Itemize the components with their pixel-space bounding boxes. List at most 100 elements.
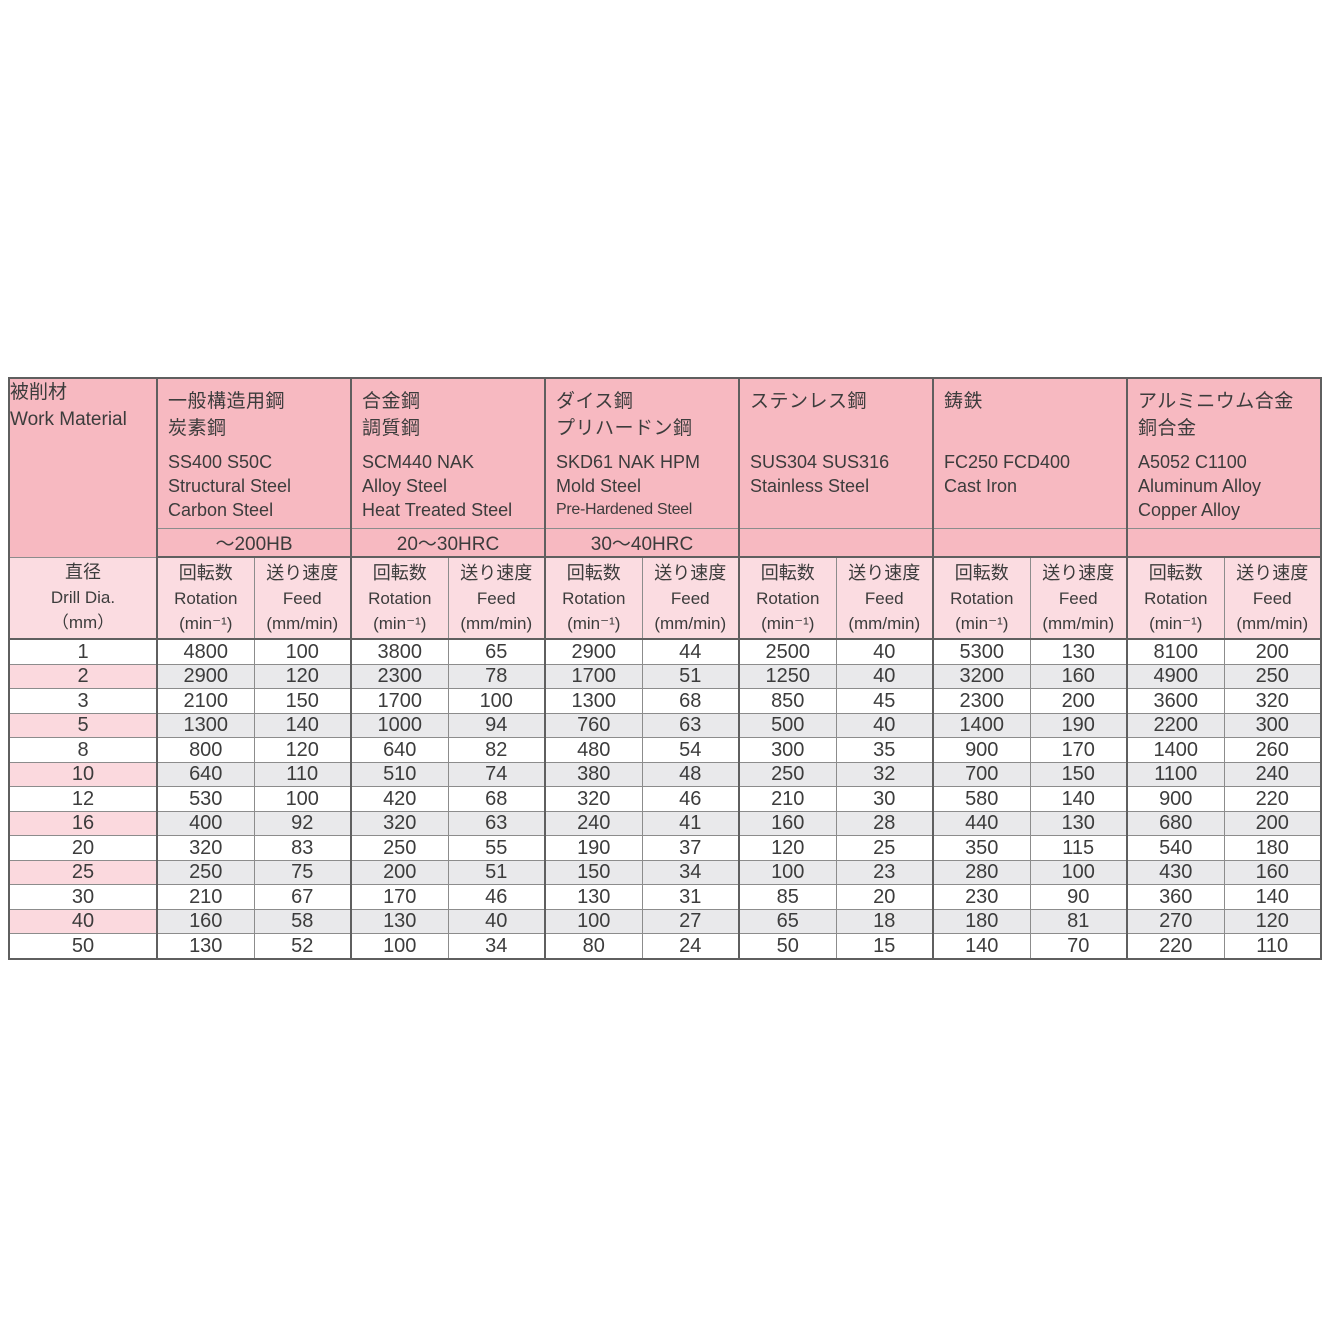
work-material-header: 被削材 Work Material (8, 377, 158, 558)
table-row: 25 250 75 200 51 150 34 100 23 280 100 430 160 (8, 859, 1322, 885)
feed-header-jp: 送り速度 (1042, 562, 1115, 583)
value-cell: 180 (932, 908, 1031, 934)
rotation-header-en: Rotation (756, 588, 820, 608)
value-cell: 100 (350, 933, 449, 959)
value-cell: 2300 (350, 663, 449, 689)
value-cell: 32 (835, 761, 934, 787)
material-name-jp-line: 鋳鉄 (944, 391, 984, 412)
value-cell: 140 (932, 933, 1031, 959)
value-cell: 1000 (350, 712, 449, 738)
value-cell: 190 (1029, 712, 1128, 738)
feed-header-en: Feed (1252, 588, 1292, 608)
value-cell: 78 (447, 663, 546, 689)
hardness-cell (1126, 528, 1322, 558)
hardness-cell: 20～30HRC (350, 528, 546, 558)
table-row: 40 160 58 130 40 100 27 65 18 180 81 270 120 (8, 908, 1322, 934)
rotation-header-jp: 回転数 (566, 562, 621, 583)
value-cell: 75 (253, 859, 352, 885)
value-cell: 250 (1223, 663, 1322, 689)
value-cell: 65 (447, 638, 546, 665)
value-cell: 250 (156, 859, 255, 885)
drill-dia-cell: 10 (8, 761, 158, 787)
material-spec: SKD61 NAK HPM Mold Steel Pre-Hardened Stee… (556, 450, 734, 522)
hardness-row: ～200HB 20～30HRC 30～40HRC (9, 528, 1322, 558)
value-cell: 260 (1223, 737, 1322, 763)
table-row: 50 130 52 100 34 80 24 50 15 140 70 220 110 (8, 933, 1322, 959)
value-cell: 510 (350, 761, 449, 787)
value-cell: 3600 (1126, 688, 1225, 714)
value-cell: 150 (253, 688, 352, 714)
value-cell: 100 (253, 786, 352, 812)
value-cell: 130 (544, 884, 643, 910)
value-cell: 640 (156, 761, 255, 787)
material-header: 合金鋼 調質鋼 SCM440 NAK Alloy Steel Heat Treated … (350, 377, 546, 529)
value-cell: 40 (835, 638, 934, 665)
value-cell: 700 (932, 761, 1031, 787)
value-cell: 70 (1029, 933, 1128, 959)
value-cell: 51 (447, 859, 546, 885)
value-cell: 54 (641, 737, 740, 763)
value-cell: 500 (738, 712, 837, 738)
material-name-jp: 一般構造用鋼 炭素鋼 (168, 388, 346, 450)
value-cell: 760 (544, 712, 643, 738)
material-name-jp: ダイス鋼 プリハードン鋼 (556, 388, 734, 450)
value-cell: 900 (932, 737, 1031, 763)
value-cell: 34 (447, 933, 546, 959)
value-cell: 37 (641, 835, 740, 861)
value-cell: 5300 (932, 638, 1031, 665)
value-cell: 2900 (544, 638, 643, 665)
value-cell: 25 (835, 835, 934, 861)
value-cell: 140 (1029, 786, 1128, 812)
material-name-jp: アルミニウム合金 銅合金 (1138, 388, 1316, 450)
drill-dia-cell: 30 (8, 884, 158, 910)
drilling-conditions-table-wrap: 被削材 Work Material 一般構造用鋼 炭素鋼 SS400 S50C Str… (8, 377, 1322, 960)
feed-header-jp: 送り速度 (266, 562, 339, 583)
value-cell: 120 (1223, 908, 1322, 934)
value-cell: 100 (253, 638, 352, 665)
feed-header-jp: 送り速度 (460, 562, 533, 583)
value-cell: 4900 (1126, 663, 1225, 689)
material-name-jp: ステンレス鋼 (750, 388, 928, 450)
rotation-header-jp: 回転数 (954, 562, 1009, 583)
rotation-header-en: Rotation (174, 588, 238, 608)
value-cell: 46 (447, 884, 546, 910)
table-header: 被削材 Work Material 一般構造用鋼 炭素鋼 SS400 S50C Str… (8, 377, 1322, 640)
drill-dia-cell: 25 (8, 859, 158, 885)
value-cell: 100 (447, 688, 546, 714)
material-spec: SUS304 SUS316 Stainless Steel (750, 450, 928, 498)
material-spec: FC250 FCD400 Cast Iron (944, 450, 1122, 498)
value-cell: 120 (253, 737, 352, 763)
value-cell: 480 (544, 737, 643, 763)
value-cell: 530 (156, 786, 255, 812)
value-cell: 850 (738, 688, 837, 714)
feed-header-unit: (mm/min) (266, 613, 339, 633)
material-header: 一般構造用鋼 炭素鋼 SS400 S50C Structural Steel Carbo… (156, 377, 352, 529)
value-cell: 270 (1126, 908, 1225, 934)
value-cell: 50 (738, 933, 837, 959)
value-cell: 190 (544, 835, 643, 861)
value-cell: 120 (738, 835, 837, 861)
material-name-jp-line: アルミニウム合金 (1138, 391, 1294, 412)
value-cell: 140 (253, 712, 352, 738)
drill-dia-header-jp: 直径 (65, 562, 101, 583)
value-cell: 380 (544, 761, 643, 787)
feed-header-unit: (mm/min) (460, 613, 533, 633)
work-material-en: Work Material (10, 409, 127, 430)
value-cell: 115 (1029, 835, 1128, 861)
value-cell: 120 (253, 663, 352, 689)
value-cell: 3800 (350, 638, 449, 665)
drilling-conditions-table: 被削材 Work Material 一般構造用鋼 炭素鋼 SS400 S50C Str… (8, 377, 1322, 960)
rotation-header-jp: 回転数 (178, 562, 233, 583)
value-cell: 2100 (156, 688, 255, 714)
value-cell: 2900 (156, 663, 255, 689)
table-body: 1 4800 100 3800 65 2900 44 2500 40 5300 130 8100 200… (8, 638, 1322, 959)
value-cell: 2200 (1126, 712, 1225, 738)
value-cell: 35 (835, 737, 934, 763)
value-cell: 210 (156, 884, 255, 910)
drill-dia-header-unit: （mm） (51, 613, 115, 633)
value-cell: 200 (1223, 810, 1322, 836)
drill-dia-cell: 50 (8, 933, 158, 959)
value-cell: 67 (253, 884, 352, 910)
table-row: 20 320 83 250 55 190 37 120 25 350 115 540 180 (8, 835, 1322, 861)
rotation-header: 回転数 Rotation (min⁻¹) (738, 556, 837, 640)
